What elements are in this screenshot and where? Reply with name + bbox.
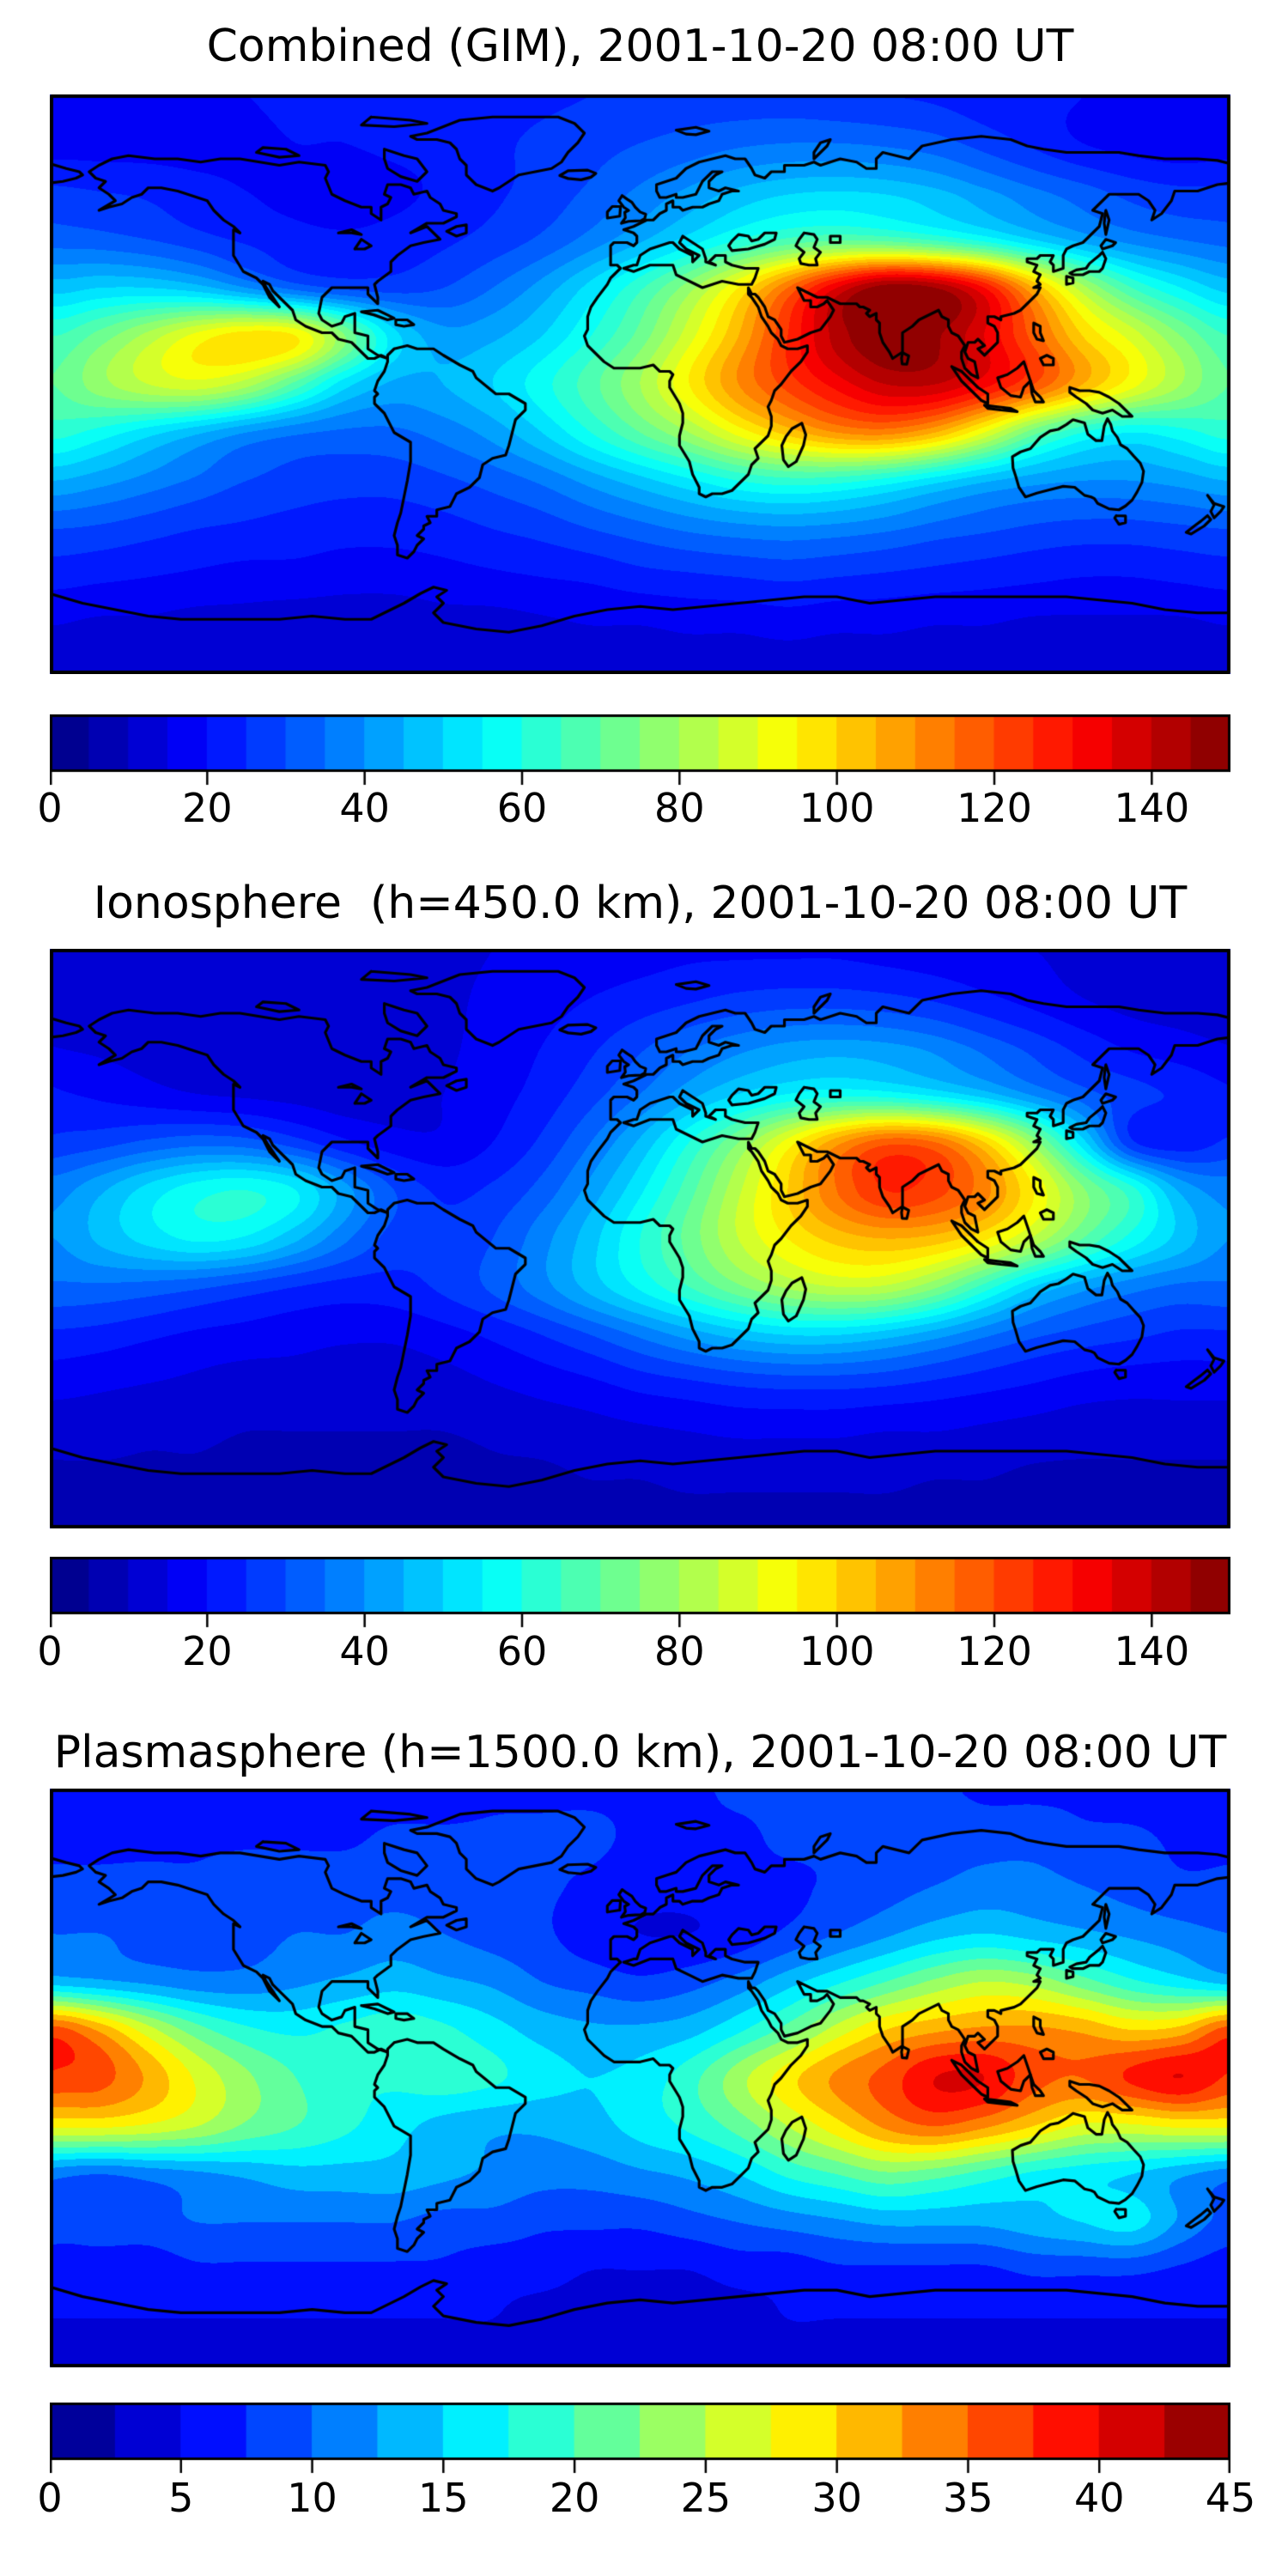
- colorbar-ticklabels-ionosphere: 0 20 40 60 80 100 120 140: [37, 1628, 1230, 1678]
- colorbar-tick-label: 20: [182, 1628, 233, 1674]
- colorbar-tick-label: 20: [182, 785, 233, 831]
- colorbar-tick-label: 15: [418, 2475, 469, 2521]
- colorbar-tick-label: 0: [37, 1628, 63, 1674]
- colorbar-tick-label: 45: [1205, 2475, 1256, 2521]
- colorbar-tick-label: 30: [811, 2475, 862, 2521]
- colorbar-tick-label: 5: [168, 2475, 194, 2521]
- colorbar-tick-label: 0: [37, 785, 63, 831]
- colorbar-tick-label: 100: [799, 1628, 875, 1674]
- colorbar-tick-label: 60: [496, 785, 548, 831]
- colorbar-tick-label: 25: [680, 2475, 732, 2521]
- colorbar-tick-label: 60: [496, 1628, 548, 1674]
- map-canvas-combined: [50, 94, 1230, 674]
- colorbar-tick-label: 40: [1073, 2475, 1125, 2521]
- colorbar-tick-label: 0: [37, 2475, 63, 2521]
- colorbar-tick-label: 35: [943, 2475, 993, 2521]
- colorbar-tick-label: 40: [339, 785, 390, 831]
- colorbar-ticklabels-plasmasphere: 0 5 10 15 20 25 30 35 40 45: [37, 2475, 1255, 2524]
- colorbar-tick-label: 140: [1114, 785, 1190, 831]
- colorbar-tick-label: 140: [1114, 1628, 1190, 1674]
- panel-title-ionosphere: Ionosphere (h=450.0 km), 2001-10-20 08:0…: [93, 878, 1188, 929]
- colorbar-canvas-combined: [50, 714, 1230, 787]
- panel-title-combined: Combined (GIM), 2001-10-20 08:00 UT: [206, 21, 1074, 72]
- colorbar-tick-label: 80: [654, 785, 705, 831]
- colorbar-tick-label: 80: [654, 1628, 705, 1674]
- colorbar-tick-label: 10: [287, 2475, 337, 2521]
- colorbar-tick-label: 100: [799, 785, 875, 831]
- colorbar-canvas-plasmasphere: [50, 2403, 1230, 2475]
- colorbar-tick-label: 120: [957, 1628, 1032, 1674]
- panel-title-plasmasphere: Plasmasphere (h=1500.0 km), 2001-10-20 0…: [53, 1727, 1227, 1778]
- colorbar-tick-label: 120: [957, 785, 1032, 831]
- colorbar-tick-label: 20: [549, 2475, 600, 2521]
- map-canvas-ionosphere: [50, 949, 1230, 1528]
- map-canvas-plasmasphere: [50, 1789, 1230, 2367]
- colorbar-tick-label: 40: [339, 1628, 390, 1674]
- colorbar-canvas-ionosphere: [50, 1557, 1230, 1629]
- colorbar-ticklabels-combined: 0 20 40 60 80 100 120 140: [37, 785, 1230, 835]
